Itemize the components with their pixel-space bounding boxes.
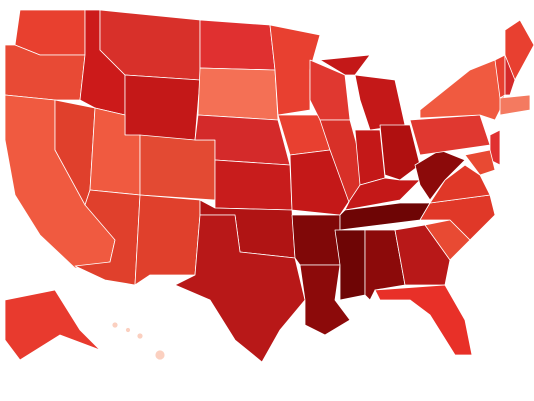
state [139,134,216,201]
state [374,284,473,356]
state [394,224,451,286]
state [464,149,496,176]
state [134,194,201,286]
state [354,74,406,131]
state [334,229,366,301]
island [125,327,131,333]
island [111,321,119,329]
state [299,264,351,336]
state [269,24,321,116]
state [199,19,276,71]
state [419,59,506,121]
state [319,54,371,76]
state [124,74,201,141]
state [379,124,421,181]
state [174,214,306,363]
state [354,129,386,186]
state [14,9,86,56]
island [136,332,144,340]
state [499,94,531,116]
state [289,149,351,216]
state [344,177,421,211]
state [409,114,491,156]
state [197,67,279,121]
state [214,159,293,211]
state [4,289,101,361]
state [504,54,516,96]
state [291,214,341,266]
island [154,349,166,361]
